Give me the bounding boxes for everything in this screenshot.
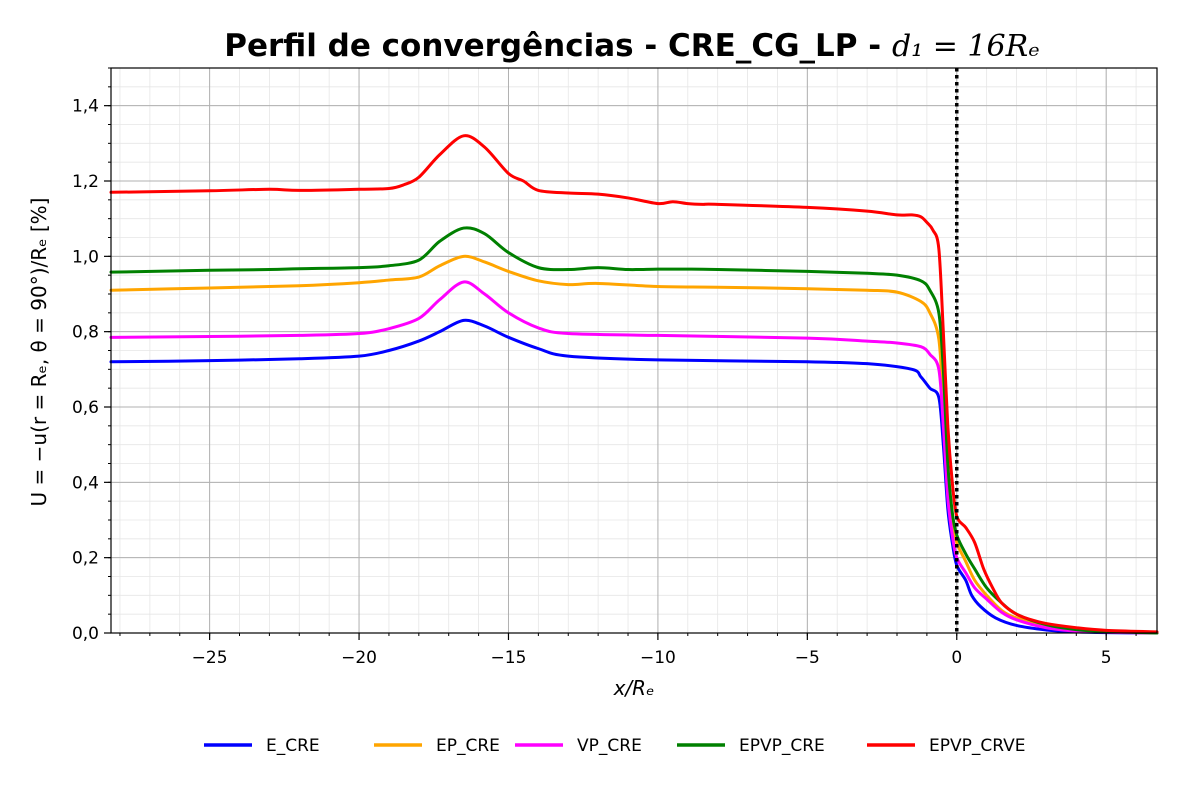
legend-label-e-cre: E_CRE (266, 736, 320, 756)
legend: E_CRE EP_CRE VP_CRE EPVP_CRE EPVP_CRVE (204, 736, 1026, 756)
legend-label-epvp-cre: EPVP_CRE (739, 736, 825, 756)
y-tick-label: 1,2 (72, 172, 99, 192)
chart-title-text: Perfil de convergências - CRE_CG_LP - (224, 28, 892, 64)
series-layer (109, 134, 1159, 635)
y-tick-label: 0,4 (72, 473, 99, 493)
x-tick-label: −15 (491, 648, 527, 668)
x-tick-label: −25 (192, 648, 228, 668)
minor-grid (111, 67, 1157, 634)
series-line-epvp-cre (109, 226, 1159, 635)
y-tick-label: 0,2 (72, 549, 99, 569)
series-line-epvp-crve (109, 134, 1159, 634)
x-axis: −25 −20 −15 −10 −5 0 5 (119, 633, 1137, 668)
legend-label-ep-cre: EP_CRE (436, 736, 500, 756)
legend-label-vp-cre: VP_CRE (577, 736, 642, 756)
chart-title-math: d₁ = 16Rₑ (892, 29, 1040, 64)
y-tick-label: 0,8 (72, 323, 99, 343)
series-line-ep-cre (109, 254, 1159, 635)
chart-title: Perfil de convergências - CRE_CG_LP - d₁… (224, 28, 1040, 64)
x-tick-label: −20 (341, 648, 377, 668)
y-axis: 0,0 0,2 0,4 0,6 0,8 1,0 1,2 1,4 (72, 67, 111, 644)
series-line-vp-cre (109, 280, 1159, 635)
legend-label-epvp-crve: EPVP_CRVE (929, 736, 1026, 756)
x-tick-label: 5 (1101, 648, 1112, 668)
x-tick-label: 0 (951, 648, 962, 668)
x-axis-label: x/Rₑ (613, 676, 655, 700)
y-tick-label: 0,0 (72, 624, 99, 644)
y-tick-label: 1,0 (72, 247, 99, 267)
x-tick-label: −10 (640, 648, 676, 668)
y-tick-label: 1,4 (72, 97, 99, 117)
x-tick-label: −5 (795, 648, 820, 668)
y-axis-label: U = −u(r = Rₑ, θ = 90°)/Rₑ [%] (27, 198, 51, 507)
series-line-e-cre (109, 318, 1159, 635)
y-tick-label: 0,6 (72, 398, 99, 418)
